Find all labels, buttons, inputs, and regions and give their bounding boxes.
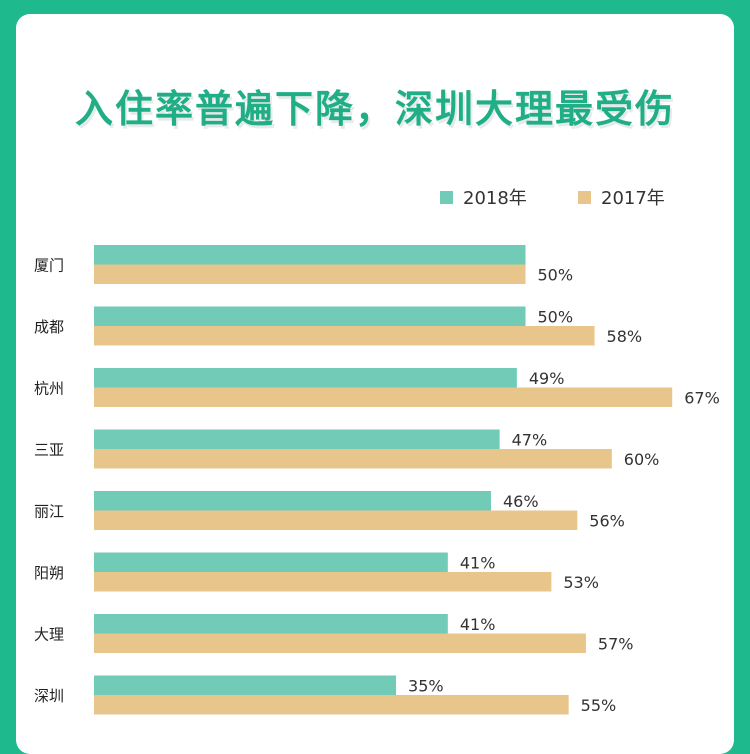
bar-2018 bbox=[94, 491, 491, 511]
value-label: 57% bbox=[598, 634, 634, 653]
bar-2018 bbox=[94, 368, 517, 388]
bar-2017 bbox=[94, 449, 612, 469]
value-label: 50% bbox=[538, 265, 574, 284]
bar-2017 bbox=[94, 326, 595, 346]
value-label: 60% bbox=[624, 450, 660, 469]
legend-swatch-2017 bbox=[578, 190, 591, 204]
value-label: 56% bbox=[589, 511, 625, 530]
legend-label-2018: 2018年 bbox=[463, 188, 527, 209]
value-label: 58% bbox=[607, 327, 643, 346]
value-label: 49% bbox=[529, 369, 565, 388]
bar-2018 bbox=[94, 675, 397, 695]
legend-item-2017: 2017年 bbox=[578, 186, 665, 209]
legend-swatch-2018 bbox=[440, 190, 453, 204]
category-label: 三亚 bbox=[34, 441, 64, 459]
bar-2018 bbox=[94, 306, 526, 326]
value-label: 55% bbox=[581, 696, 617, 715]
value-label: 35% bbox=[408, 676, 444, 695]
bar-2018 bbox=[94, 614, 448, 634]
value-label: 53% bbox=[563, 573, 599, 592]
value-label: 41% bbox=[460, 553, 496, 572]
value-label: 41% bbox=[460, 615, 496, 634]
bar-2018 bbox=[94, 245, 526, 265]
bar-2018 bbox=[94, 552, 448, 572]
category-label: 丽江 bbox=[34, 503, 64, 521]
category-label: 深圳 bbox=[34, 687, 64, 705]
value-label: 46% bbox=[503, 492, 539, 511]
category-label: 杭州 bbox=[34, 380, 64, 398]
bar-2017 bbox=[94, 264, 526, 284]
value-label: 47% bbox=[512, 430, 548, 449]
bar-2017 bbox=[94, 387, 673, 407]
bar-2017 bbox=[94, 633, 586, 653]
chart-title: 入住率普遍下降，深圳大理最受伤 bbox=[74, 87, 675, 131]
bar-chart: 厦门 50% 成都 50% 58% 杭州 49% 67% 三亚 47% 60% 丽江 46% 56% 阳朔 4… bbox=[34, 245, 720, 715]
value-label: 50% bbox=[538, 307, 574, 326]
category-label: 大理 bbox=[34, 626, 64, 644]
bar-2017 bbox=[94, 695, 569, 715]
category-label: 成都 bbox=[34, 318, 64, 336]
category-label: 阳朔 bbox=[34, 564, 64, 582]
legend-item-2018: 2018年 bbox=[440, 186, 527, 209]
bar-2017 bbox=[94, 510, 578, 530]
bar-2017 bbox=[94, 572, 552, 592]
category-label: 厦门 bbox=[34, 257, 64, 275]
value-label: 67% bbox=[684, 388, 720, 407]
bar-2018 bbox=[94, 429, 500, 449]
legend-label-2017: 2017年 bbox=[601, 188, 665, 209]
